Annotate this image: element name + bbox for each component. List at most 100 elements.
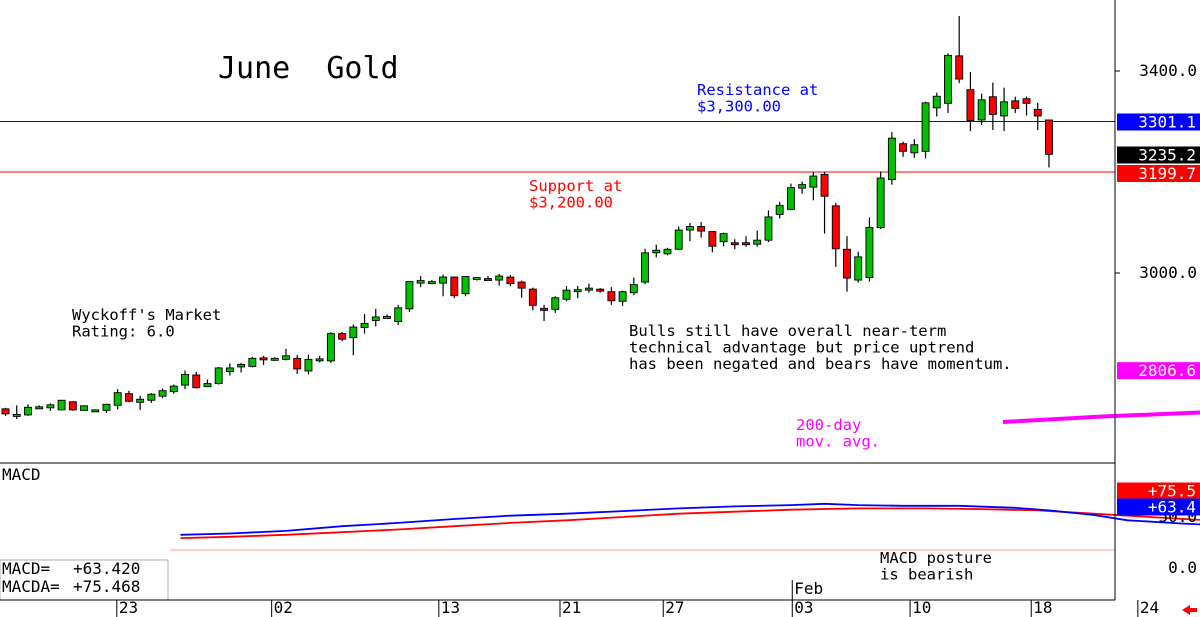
- candle-body: [809, 175, 818, 188]
- candle-body: [764, 216, 773, 241]
- price-tag-label: 3235.2: [1138, 146, 1196, 165]
- candle-body: [618, 291, 627, 302]
- candle-body: [932, 95, 941, 109]
- x-axis: FebMarAprMay2302132127031018240310172401…: [0, 579, 1197, 617]
- candle-body: [977, 99, 986, 121]
- candle-body: [921, 102, 930, 152]
- candle-body: [371, 316, 380, 321]
- candle-body: [102, 403, 111, 411]
- ma-label-annotation-line: mov. avg.: [796, 433, 880, 451]
- candle-body: [775, 204, 784, 215]
- candle-body: [629, 284, 638, 294]
- candle-body: [573, 289, 582, 293]
- candle: [192, 371, 201, 389]
- wyckoff-annotation-line: Rating: 6.0: [72, 323, 175, 341]
- candle-body: [854, 256, 863, 281]
- candle-body: [798, 184, 807, 189]
- price-tag-label: 3301.1: [1138, 113, 1196, 132]
- candle: [371, 308, 380, 327]
- candle: [944, 53, 952, 113]
- candle: [708, 231, 717, 253]
- macd-annotations: MACD posture is bearish: [880, 549, 992, 584]
- price-tag-box: [1117, 482, 1200, 500]
- commentary-annotation-line: Bulls still have overall near-term: [629, 322, 946, 340]
- chart-title: June Gold: [218, 51, 399, 86]
- candle: [786, 183, 795, 210]
- day-label: 13: [441, 598, 460, 617]
- moving-average-line: [1002, 410, 1200, 424]
- candle-body: [596, 288, 605, 292]
- candle-body: [899, 143, 908, 152]
- price-tag-box: [1117, 113, 1200, 131]
- candle: [147, 393, 156, 403]
- candle: [270, 357, 279, 361]
- candle: [652, 244, 661, 258]
- price-tag: 3301.1: [1117, 113, 1200, 132]
- candle-body: [315, 358, 324, 362]
- candle-body: [607, 291, 616, 302]
- candle-body: [214, 367, 223, 385]
- candle-body: [495, 275, 504, 281]
- candle: [573, 286, 582, 299]
- candle: [495, 274, 504, 286]
- ma-label-annotation: 200-day mov. avg.: [796, 416, 880, 451]
- candle: [932, 92, 941, 117]
- candle-body: [383, 315, 391, 319]
- macd-panel: MACD MACD posture is bearish MACD= +63.42…: [0, 462, 1200, 601]
- candle: [910, 139, 919, 158]
- candle-body: [68, 401, 77, 411]
- candle-body: [730, 242, 739, 246]
- candle-body: [753, 239, 762, 245]
- candle-body: [427, 281, 436, 285]
- scroll-left-icon[interactable]: [1182, 605, 1197, 615]
- candle: [360, 313, 369, 334]
- candle: [753, 230, 762, 247]
- candle-body: [192, 374, 201, 389]
- macda-readout-label: MACDA=: [2, 577, 60, 596]
- macd-posture-annotation-line: is bearish: [880, 566, 973, 584]
- macd-posture-annotation: MACD posture is bearish: [880, 549, 992, 584]
- candle-body: [394, 307, 403, 322]
- candle: [35, 405, 44, 410]
- candle: [259, 355, 268, 365]
- candle: [618, 290, 627, 306]
- candle: [181, 370, 189, 390]
- candle: [730, 239, 739, 250]
- day-label: 21: [562, 598, 581, 617]
- day-label: 23: [119, 598, 138, 617]
- candle: [1033, 102, 1042, 131]
- candle: [820, 171, 829, 234]
- candle-body: [910, 144, 919, 154]
- candle: [169, 384, 178, 394]
- candle: [865, 217, 874, 282]
- candle: [46, 403, 55, 411]
- candle: [416, 276, 425, 288]
- candle: [338, 332, 347, 342]
- candle-body: [944, 54, 952, 104]
- macd-readout-value: +63.420: [73, 559, 140, 578]
- candle-body: [652, 249, 661, 254]
- candle: [831, 202, 840, 267]
- candle: [1011, 96, 1020, 113]
- resistance-annotation: Resistance at $3,300.00: [697, 81, 818, 116]
- candle: [427, 280, 436, 285]
- candle: [57, 399, 66, 411]
- candle: [158, 388, 167, 399]
- price-tag-label: +63.4: [1148, 498, 1196, 517]
- ma-label-annotation-line: 200-day: [796, 416, 861, 434]
- candle-body: [674, 229, 683, 250]
- candle: [551, 296, 560, 313]
- resistance-annotation-line: $3,300.00: [697, 98, 781, 116]
- candle: [214, 366, 223, 385]
- candle: [988, 82, 997, 131]
- candle: [854, 251, 863, 283]
- price-panel: June Gold Resistance at $3,300.00 Support …: [0, 15, 1200, 451]
- candle: [1022, 96, 1031, 116]
- price-annotations: Resistance at $3,300.00 Support at $3,200.0…: [72, 81, 1012, 451]
- candle-body: [270, 357, 279, 361]
- candle: [237, 362, 246, 373]
- candle-body: [742, 242, 750, 246]
- candle-body: [865, 227, 874, 278]
- price-tag-label: +75.5: [1148, 482, 1196, 501]
- candle-body: [484, 278, 492, 282]
